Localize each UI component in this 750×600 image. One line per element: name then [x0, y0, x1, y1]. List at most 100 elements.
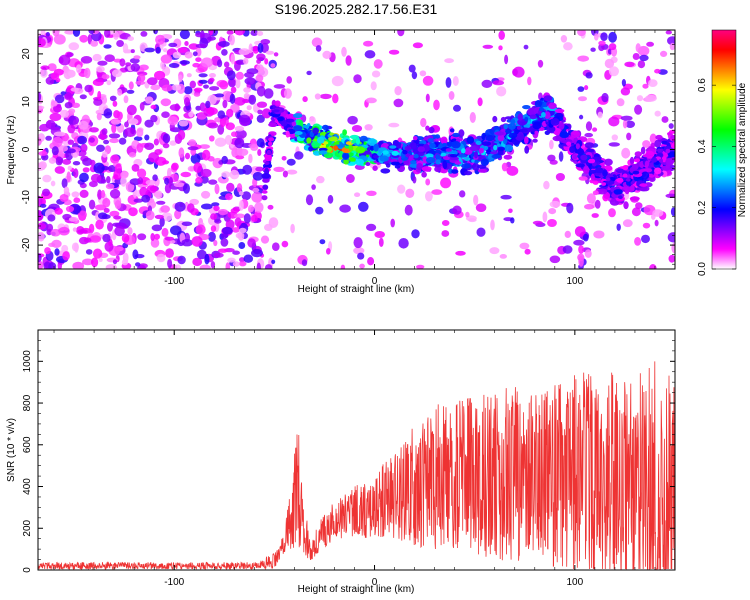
heatmap-cell	[260, 39, 271, 45]
heatmap-cell	[476, 227, 486, 237]
heatmap-cell	[160, 205, 171, 213]
heatmap-cell	[306, 137, 312, 144]
heatmap-cell	[367, 138, 377, 146]
heatmap-cell	[77, 135, 87, 145]
heatmap-cell	[397, 30, 405, 37]
heatmap-cell	[590, 47, 596, 52]
heatmap-cell	[527, 76, 532, 86]
heatmap-cell	[642, 154, 651, 158]
heatmap-cell	[248, 94, 257, 105]
heatmap-cell	[126, 89, 135, 94]
heatmap-cell	[608, 208, 616, 218]
heatmap-cell	[472, 162, 480, 171]
heatmap-cell	[622, 219, 633, 228]
heatmap-cell	[67, 124, 76, 134]
heatmap-cell	[326, 248, 331, 255]
heatmap-cell	[306, 70, 312, 76]
heatmap-cell	[207, 36, 216, 41]
heatmap-cell	[385, 163, 391, 168]
heatmap-cell	[654, 219, 659, 227]
heatmap-cell	[440, 136, 448, 145]
heatmap-cell	[558, 122, 565, 130]
heatmap-cell	[273, 84, 286, 89]
heatmap-cell	[208, 77, 215, 83]
heatmap-cell	[243, 93, 250, 100]
heatmap-cell	[500, 116, 507, 123]
heatmap-cell	[481, 79, 493, 88]
heatmap-cell	[364, 124, 373, 131]
heatmap-cell	[491, 154, 502, 159]
heatmap-cell	[256, 31, 264, 36]
heatmap-cell	[79, 34, 89, 43]
heatmap-cell	[82, 167, 90, 173]
heatmap-cell	[58, 54, 71, 66]
heatmap-cell	[248, 153, 253, 164]
heatmap-cell	[613, 189, 623, 195]
heatmap-cell	[435, 154, 441, 160]
heatmap-cell	[144, 96, 154, 104]
heatmap-cell	[124, 121, 129, 128]
heatmap-cell	[492, 80, 505, 86]
heatmap-cell	[271, 259, 276, 264]
heatmap-cell	[64, 92, 73, 101]
heatmap-cell	[475, 140, 482, 145]
heatmap-cell	[412, 176, 417, 184]
heatmap-cell	[255, 166, 264, 172]
chart-title: S196.2025.282.17.56.E31	[275, 1, 438, 17]
heatmap-cell	[351, 125, 363, 132]
heatmap-cell	[255, 74, 264, 82]
heatmap-cell	[145, 179, 156, 186]
heatmap-cell	[281, 240, 289, 248]
heatmap-cell	[445, 77, 452, 88]
heatmap-cell	[162, 133, 171, 144]
heatmap-cell	[316, 175, 325, 184]
heatmap-cell	[256, 101, 268, 108]
heatmap-cell	[261, 108, 272, 119]
heatmap-cell	[54, 94, 65, 104]
heatmap-cell	[48, 157, 57, 164]
heatmap-cell	[110, 154, 120, 164]
heatmap-cell	[448, 91, 455, 100]
heatmap-cell	[661, 140, 668, 145]
heatmap-cell	[131, 164, 140, 172]
heatmap-cell	[154, 190, 163, 199]
heatmap-cell	[549, 139, 554, 150]
heatmap-cell	[95, 219, 104, 230]
heatmap-cell	[624, 61, 635, 67]
heatmap-cell	[38, 137, 42, 146]
heatmap-cell	[277, 116, 284, 122]
heatmap-cell	[608, 31, 617, 43]
heatmap-cell	[605, 177, 611, 182]
heatmap-cell	[174, 264, 182, 269]
heatmap-cell	[163, 48, 168, 53]
heatmap-cell	[461, 148, 466, 154]
heatmap-cell	[147, 77, 158, 86]
heatmap-cell	[268, 141, 273, 146]
heatmap-cell	[477, 168, 488, 173]
heatmap-cell	[109, 138, 120, 144]
heatmap-cell	[161, 84, 173, 92]
heatmap-cell	[345, 55, 352, 66]
heatmap-cell	[116, 40, 124, 47]
heatmap-cell	[201, 203, 213, 210]
heatmap-cell	[471, 159, 476, 163]
heatmap-cell	[155, 46, 161, 54]
heatmap-cell	[524, 116, 529, 122]
heatmap-cell	[88, 137, 95, 143]
heatmap-cell	[332, 93, 339, 104]
heatmap-cell	[38, 105, 45, 110]
heatmap-cell	[179, 60, 190, 65]
colorbar-frame	[711, 29, 737, 270]
heatmap-cell	[634, 104, 643, 115]
heatmap-cell	[141, 194, 151, 203]
heatmap-cell	[256, 138, 265, 148]
heatmap-cell	[620, 115, 633, 121]
heatmap-cell	[634, 237, 642, 246]
heatmap-cell	[642, 83, 649, 89]
heatmap-cell	[164, 177, 170, 185]
heatmap-cell	[51, 100, 58, 107]
heatmap-cell	[88, 199, 96, 210]
heatmap-cell	[667, 232, 675, 243]
heatmap-y-tick-label: -20	[21, 237, 32, 252]
heatmap-y-tick-label: 20	[21, 48, 32, 60]
